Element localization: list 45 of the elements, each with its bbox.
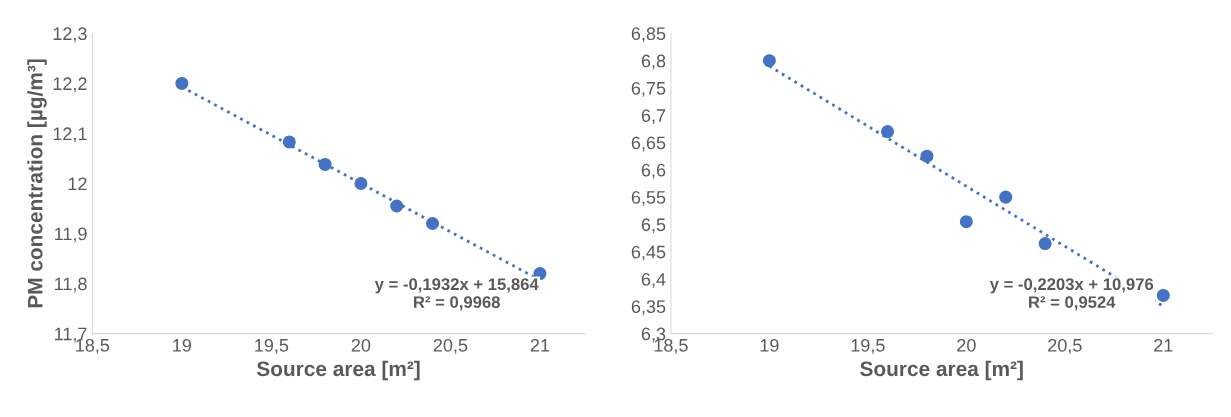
y-tick-label: 6,8: [641, 54, 666, 70]
point: [1156, 288, 1170, 302]
point: [390, 199, 404, 213]
y-tick-label: 6,65: [631, 136, 666, 152]
y-tick-label: 12: [68, 177, 87, 191]
y-tick-label: 12,2: [53, 77, 87, 93]
point: [1038, 237, 1052, 251]
point: [175, 76, 189, 90]
y-axis-title: PM concentration [µg/m³]: [27, 59, 47, 308]
x-axis-title: Source area [m²]: [860, 360, 1023, 381]
point: [959, 215, 973, 229]
x-tick-label: 21: [1154, 338, 1173, 352]
y-tick-label: 6,5: [641, 218, 666, 234]
point: [999, 190, 1013, 204]
point: [920, 149, 934, 163]
y-tick-label: 6,6: [641, 163, 666, 179]
y-tick-label: 11,9: [55, 227, 87, 243]
y-tick-label: 11,8: [55, 277, 87, 293]
x-tick-label: 19: [173, 338, 192, 352]
x-tick-label: 19,5: [255, 338, 289, 354]
x-tick-label: 20: [957, 338, 976, 352]
x-tick-label: 19,5: [851, 338, 885, 354]
x-tick-label: 20,5: [433, 338, 468, 354]
x-tick-label: 20: [351, 338, 371, 352]
y-tick-label: 6,45: [631, 245, 666, 261]
y-tick-label: 12,1: [53, 127, 87, 143]
y-tick-label: 12,3: [53, 27, 87, 43]
annotation: y = -0,2203x + 10,976 R² = 0,9524: [989, 278, 1154, 311]
x-tick-label: 19: [760, 338, 779, 352]
annotation: y = -0,1932x + 15,864 R² = 0,9968: [374, 278, 539, 311]
point: [426, 217, 440, 231]
point: [318, 157, 332, 171]
point: [282, 135, 296, 149]
x-tick-label: 21: [530, 338, 550, 352]
x-axis-title: Source area [m²]: [256, 360, 420, 381]
point: [354, 176, 368, 190]
y-tick-label: 6,55: [631, 191, 666, 206]
point: [881, 125, 895, 139]
y-tick-label: 6,7: [641, 109, 666, 125]
x-tick-label: 20,5: [1048, 338, 1082, 354]
y-tick-label: 6,4: [641, 272, 666, 288]
point: [762, 54, 776, 68]
y-tick-label: 6,35: [631, 300, 666, 316]
y-tick-label: 6,85: [631, 27, 666, 43]
y-tick-label: 6,75: [631, 81, 666, 97]
